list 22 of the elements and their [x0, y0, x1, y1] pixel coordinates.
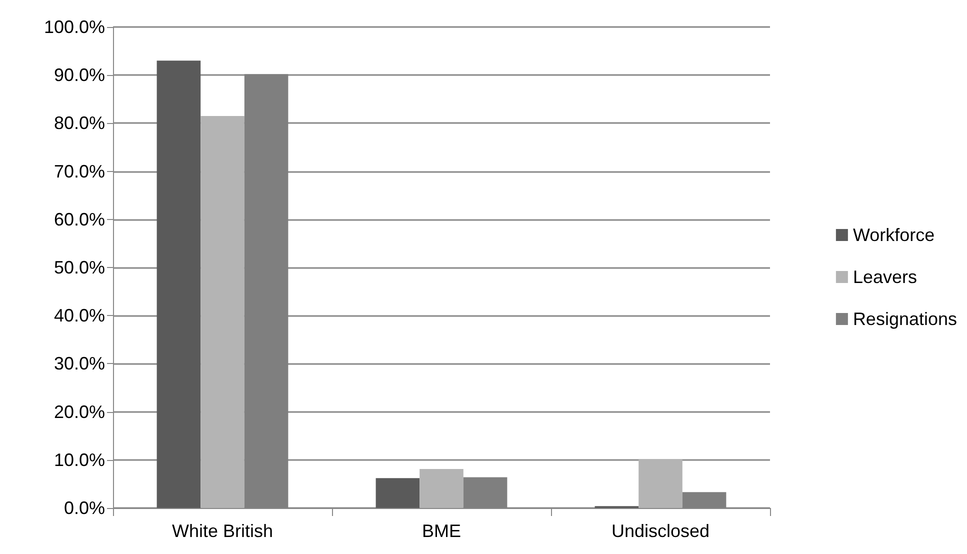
- bar: [638, 458, 682, 508]
- legend-label: Workforce: [852, 225, 935, 245]
- y-tick-label: 0.0%: [64, 498, 105, 518]
- y-tick-label: 60.0%: [54, 209, 105, 230]
- bar: [376, 478, 420, 508]
- y-tick-label: 10.0%: [54, 450, 105, 470]
- y-tick-label: 100.0%: [44, 17, 105, 37]
- y-tick-label: 80.0%: [54, 113, 105, 134]
- bar: [156, 60, 201, 508]
- legend-label: Resignations: [852, 309, 957, 329]
- y-tick-label: 40.0%: [54, 306, 105, 326]
- y-tick-label: 50.0%: [54, 258, 105, 278]
- y-tick-label: 70.0%: [54, 161, 105, 182]
- y-tick-label: 90.0%: [54, 65, 105, 86]
- x-tick-label: BME: [422, 521, 462, 541]
- x-tick-label: White British: [172, 521, 274, 541]
- y-tick-label: 30.0%: [54, 354, 105, 374]
- legend-label: Leavers: [852, 267, 917, 287]
- y-tick-label: 20.0%: [54, 402, 105, 422]
- bar: [200, 116, 244, 508]
- bar: [420, 469, 464, 508]
- x-tick-label: Undisclosed: [611, 521, 710, 541]
